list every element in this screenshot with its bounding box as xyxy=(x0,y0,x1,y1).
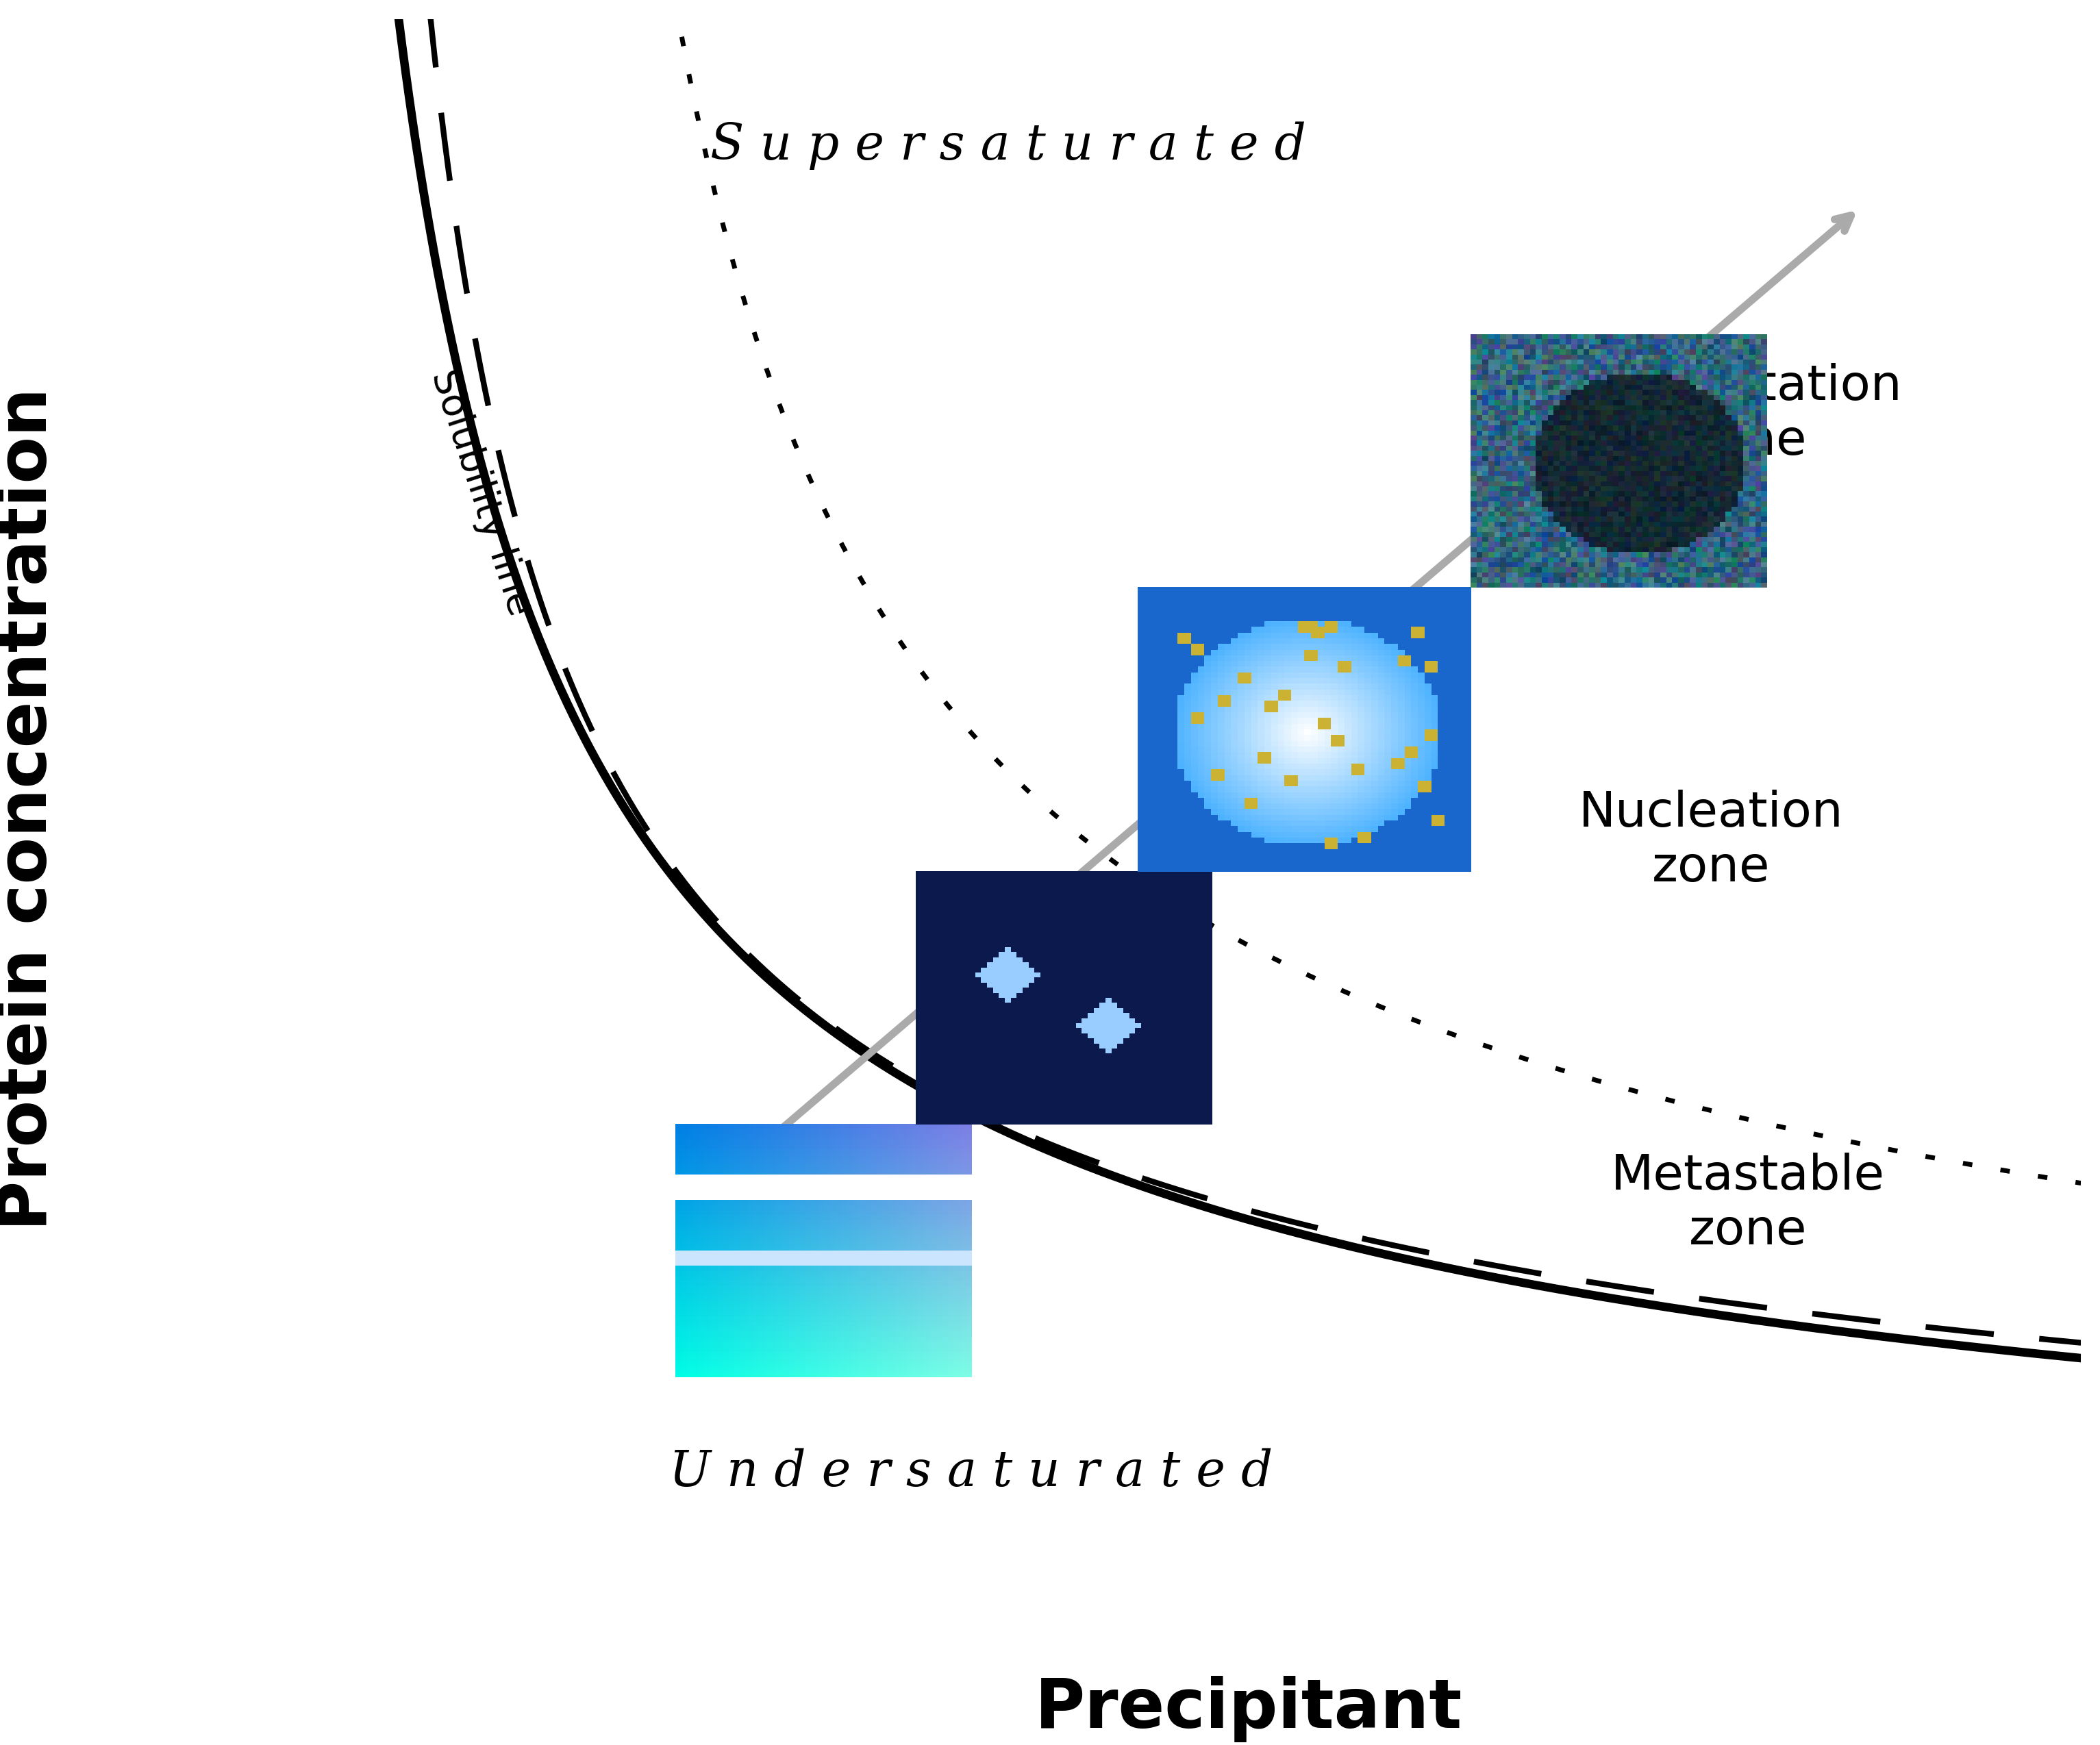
Text: Precipitation
zone: Precipitation zone xyxy=(1594,363,1903,464)
Text: Solubility line: Solubility line xyxy=(424,365,538,621)
Text: Nucleation
zone: Nucleation zone xyxy=(1579,789,1844,892)
Text: S u p e r s a t u r a t e d: S u p e r s a t u r a t e d xyxy=(710,120,1306,169)
Text: Metastable
zone: Metastable zone xyxy=(1611,1153,1886,1255)
Text: Protein concentration: Protein concentration xyxy=(0,387,61,1230)
Text: U n d e r s a t u r a t e d: U n d e r s a t u r a t e d xyxy=(670,1448,1273,1497)
Text: Precipitant: Precipitant xyxy=(1035,1675,1462,1743)
